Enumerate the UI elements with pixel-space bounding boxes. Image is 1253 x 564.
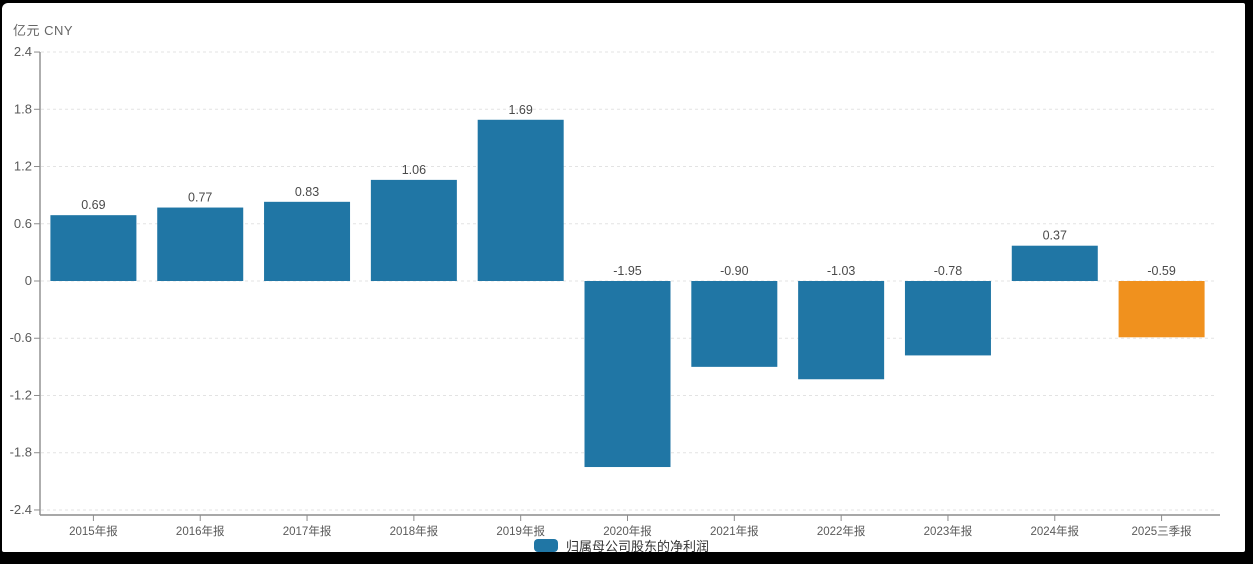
bar-2015年报[interactable] — [50, 215, 137, 281]
bar-value-label: 1.69 — [509, 103, 533, 117]
y-axis-tick-label: -1.8 — [10, 445, 32, 460]
bar-value-label: -0.59 — [1147, 264, 1176, 278]
legend-item[interactable]: 归属母公司股东的净利润 — [0, 536, 1243, 555]
bar-value-label: -1.03 — [827, 264, 856, 278]
bar-2018年报[interactable] — [370, 179, 457, 281]
bar-2016年报[interactable] — [157, 207, 244, 281]
bar-value-label: 0.37 — [1043, 229, 1067, 243]
x-axis-tick-label: 2021年报 — [710, 524, 759, 538]
x-axis-tick-label: 2023年报 — [924, 524, 973, 538]
y-axis-tick-label: 1.8 — [14, 101, 32, 116]
bar-value-label: 1.06 — [402, 163, 426, 177]
x-axis-tick-label: 2020年报 — [603, 524, 652, 538]
y-axis-tick-label: -2.4 — [10, 502, 32, 517]
bar-value-label: -0.90 — [720, 264, 749, 278]
bar-2021年报[interactable] — [691, 281, 778, 367]
y-axis-tick-label: -1.2 — [10, 387, 32, 402]
x-axis-tick-label: 2024年报 — [1030, 524, 1079, 538]
y-axis-tick-label: 0.6 — [14, 216, 32, 231]
x-axis-tick-label: 2022年报 — [817, 524, 866, 538]
bar-value-label: -0.78 — [934, 264, 963, 278]
bar-2017年报[interactable] — [264, 201, 351, 281]
y-axis-tick-label: -0.6 — [10, 330, 32, 345]
x-axis-tick-label: 2025三季报 — [1132, 524, 1193, 538]
bar-2020年报[interactable] — [584, 281, 671, 468]
bar-value-label: 0.69 — [81, 198, 105, 212]
y-axis-tick-label: 1.2 — [14, 159, 32, 174]
bar-2022年报[interactable] — [798, 281, 885, 380]
bar-value-label: 0.77 — [188, 191, 212, 205]
x-axis-tick-label: 2016年报 — [176, 524, 225, 538]
bar-2024年报[interactable] — [1011, 245, 1098, 281]
y-axis-tick-label: 0 — [25, 273, 32, 288]
legend-label: 归属母公司股东的净利润 — [565, 539, 709, 554]
y-axis-unit-label: 亿元 CNY — [13, 23, 74, 38]
bar-2023年报[interactable] — [904, 281, 991, 356]
legend-swatch — [533, 539, 558, 552]
x-axis-tick-label: 2015年报 — [69, 524, 118, 538]
bar-2019年报[interactable] — [477, 119, 564, 281]
y-axis-tick-label: 2.4 — [14, 44, 32, 59]
bar-value-label: 0.83 — [295, 185, 319, 199]
bar-2025三季报[interactable] — [1118, 281, 1205, 338]
x-axis-tick-label: 2017年报 — [283, 524, 332, 538]
x-axis-tick-label: 2018年报 — [390, 524, 439, 538]
x-axis-tick-label: 2019年报 — [496, 524, 545, 538]
bar-value-label: -1.95 — [613, 264, 642, 278]
